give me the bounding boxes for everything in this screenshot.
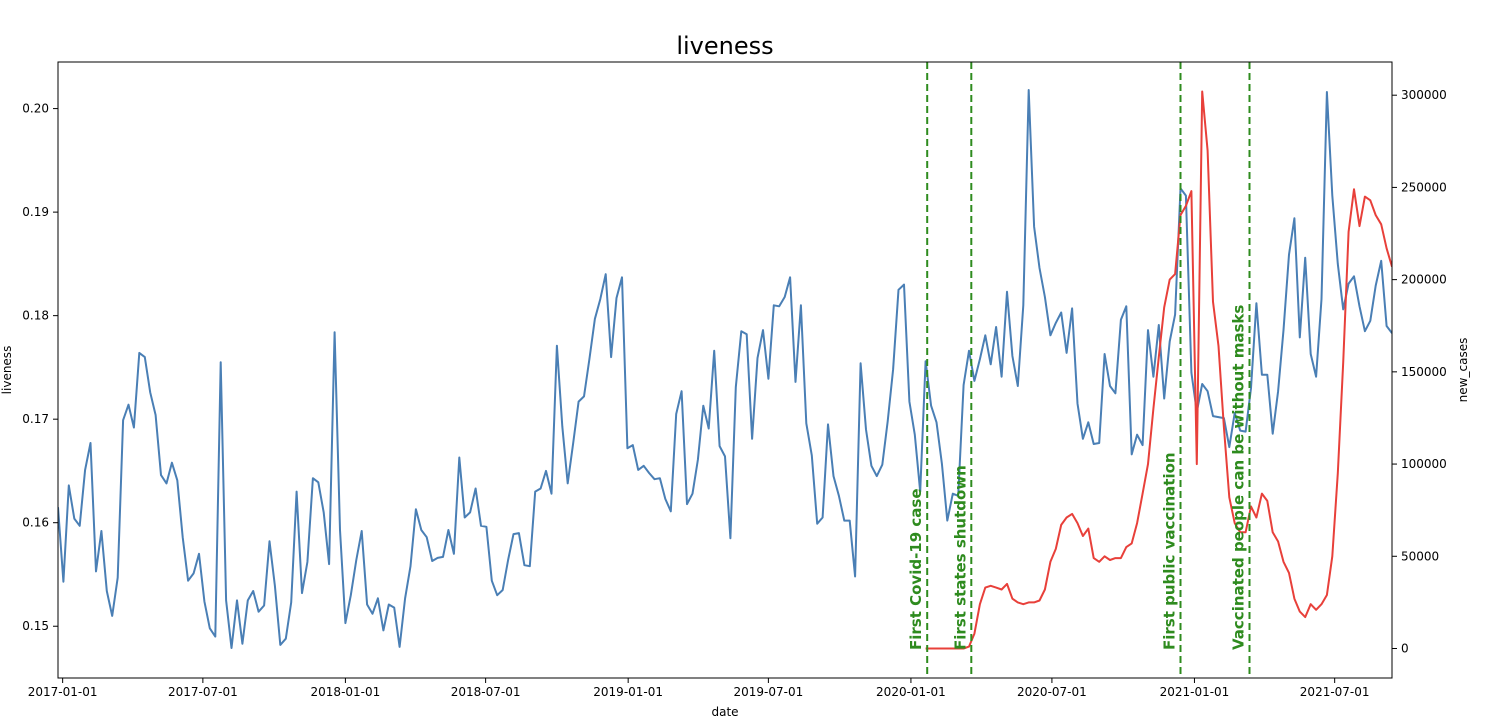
y-right-tick-label: 300000: [1401, 88, 1447, 102]
x-tick-label: 2020-01-01: [876, 685, 946, 699]
y-axis-right-label: new_cases: [1456, 338, 1470, 403]
x-tick-label: 2021-01-01: [1160, 685, 1230, 699]
plot-frame: [57, 61, 1393, 679]
y-left-tick-label: 0.15: [22, 619, 49, 633]
x-tick-label: 2019-07-01: [734, 685, 804, 699]
y-left-tick-label: 0.19: [22, 205, 49, 219]
x-tick-label: 2018-01-01: [311, 685, 381, 699]
y-axis-right: 0 50000 100000 150000 200000 250000 300000: [1392, 88, 1447, 655]
y-left-tick-label: 0.20: [22, 102, 49, 116]
y-right-tick-label: 50000: [1401, 549, 1439, 563]
event-label-1: First Covid-19 case: [907, 488, 925, 650]
x-tick-label: 2017-07-01: [168, 685, 238, 699]
event-label-3: First public vaccination: [1161, 452, 1179, 650]
y-left-tick-label: 0.18: [22, 309, 49, 323]
y-axis-left-label: liveness: [0, 346, 14, 395]
plot-area: First Covid-19 case First states shutdown…: [58, 62, 1392, 678]
x-axis: 2017-01-01 2017-07-01 2018-01-01 2018-07-01…: [28, 678, 1370, 699]
x-tick-label: 2020-07-01: [1017, 685, 1087, 699]
event-label-4: Vaccinated people can be without masks: [1230, 305, 1248, 650]
series-line-new-cases: [925, 90, 1392, 650]
y-right-tick-label: 100000: [1401, 457, 1447, 471]
x-tick-label: 2019-01-01: [593, 685, 663, 699]
chart-title: liveness: [676, 32, 773, 60]
x-tick-label: 2021-07-01: [1300, 685, 1370, 699]
y-right-tick-label: 250000: [1401, 180, 1447, 194]
x-tick-label: 2017-01-01: [28, 685, 98, 699]
series-line-liveness: [58, 89, 1392, 649]
y-right-tick-label: 150000: [1401, 365, 1447, 379]
event-label-2: First states shutdown: [951, 465, 969, 650]
y-right-tick-label: 200000: [1401, 273, 1447, 287]
y-left-tick-label: 0.16: [22, 516, 49, 530]
x-axis-label: date: [711, 705, 738, 719]
y-axis-left: 0.15 0.16 0.17 0.18 0.19 0.20: [22, 102, 58, 633]
x-tick-label: 2018-07-01: [451, 685, 521, 699]
y-left-tick-label: 0.17: [22, 412, 49, 426]
y-right-tick-label: 0: [1401, 641, 1409, 655]
